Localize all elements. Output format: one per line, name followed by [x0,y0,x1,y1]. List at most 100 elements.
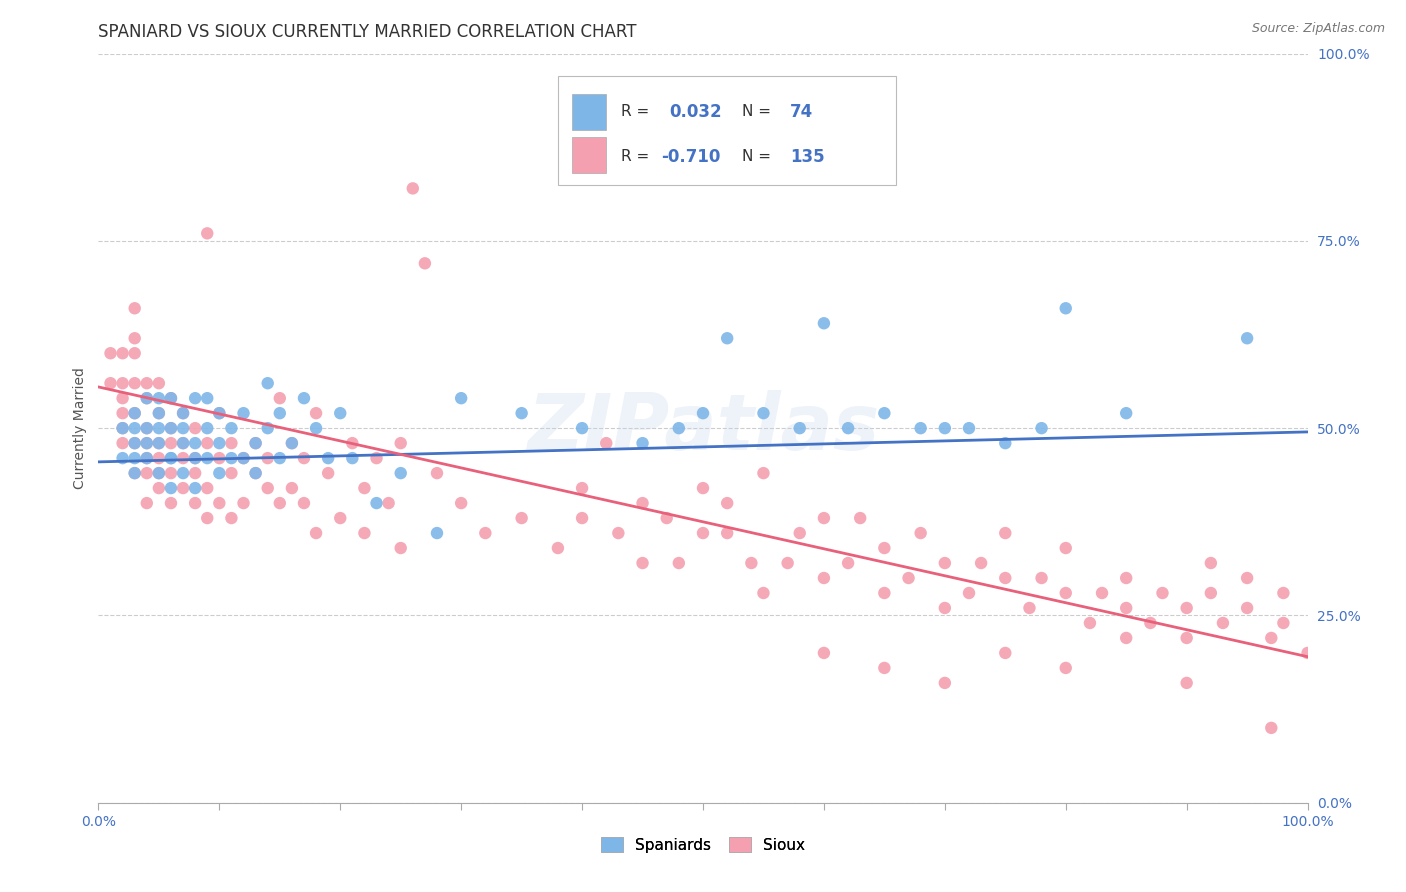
Point [789,526,811,541]
Point [668,556,690,570]
Point [135,391,157,405]
Point [957,586,980,600]
Point [124,466,146,480]
Point [111,451,134,466]
Point [124,301,146,316]
Point [389,541,412,555]
Point [135,436,157,450]
Point [413,256,436,270]
Point [740,556,762,570]
Point [571,511,593,525]
Text: -0.710: -0.710 [661,148,720,166]
Point [148,406,170,420]
Point [124,331,146,345]
Point [232,406,254,420]
Point [172,436,194,450]
Point [160,421,183,435]
Point [148,391,170,405]
Point [281,436,304,450]
Point [111,421,134,435]
Point [111,391,134,405]
Point [957,421,980,435]
Y-axis label: Currently Married: Currently Married [73,368,87,489]
Point [111,436,134,450]
Point [124,451,146,466]
Point [1152,586,1174,600]
Point [1175,676,1198,690]
Point [221,436,243,450]
Point [353,526,375,541]
Point [716,526,738,541]
Point [1139,615,1161,630]
Point [789,421,811,435]
Point [172,451,194,466]
Point [221,466,243,480]
Point [305,421,328,435]
Point [184,496,207,510]
Point [245,466,267,480]
Point [160,496,183,510]
Point [160,451,183,466]
Text: SPANIARD VS SIOUX CURRENTLY MARRIED CORRELATION CHART: SPANIARD VS SIOUX CURRENTLY MARRIED CORR… [98,23,637,41]
Point [1078,615,1101,630]
Point [402,181,425,195]
Point [172,406,194,420]
Point [184,436,207,450]
Point [172,436,194,450]
Point [510,406,533,420]
Point [752,466,775,480]
Point [172,481,194,495]
Point [1199,556,1222,570]
Text: N =: N = [742,104,770,120]
Point [813,316,835,330]
Text: 74: 74 [790,103,813,121]
Point [450,391,472,405]
Text: 0.032: 0.032 [669,103,721,121]
Point [329,406,352,420]
Text: R =: R = [621,150,650,164]
Point [994,646,1017,660]
Point [100,376,122,391]
Point [148,406,170,420]
Point [111,406,134,420]
Point [148,436,170,450]
Point [135,421,157,435]
Text: ZIPatlas: ZIPatlas [527,390,879,467]
Point [148,421,170,435]
Point [934,421,956,435]
Point [195,227,218,241]
Point [135,496,157,510]
Legend: Spaniards, Sioux: Spaniards, Sioux [595,830,811,859]
Point [305,526,328,541]
Point [195,511,218,525]
Point [366,451,388,466]
Point [184,391,207,405]
Point [148,436,170,450]
Point [245,436,267,450]
Point [389,466,412,480]
Point [994,436,1017,450]
Point [292,451,315,466]
Point [100,346,122,360]
Point [256,481,278,495]
Point [184,466,207,480]
FancyBboxPatch shape [572,94,606,130]
Point [1212,615,1234,630]
Point [124,466,146,480]
Point [124,406,146,420]
Point [148,376,170,391]
FancyBboxPatch shape [572,137,606,173]
Point [221,511,243,525]
Point [1272,615,1295,630]
Point [1236,571,1258,585]
Point [135,421,157,435]
Point [994,571,1017,585]
Point [716,496,738,510]
Point [172,466,194,480]
Point [124,376,146,391]
Point [148,466,170,480]
Point [1054,586,1077,600]
Point [692,406,714,420]
Point [1091,586,1114,600]
Point [607,526,630,541]
